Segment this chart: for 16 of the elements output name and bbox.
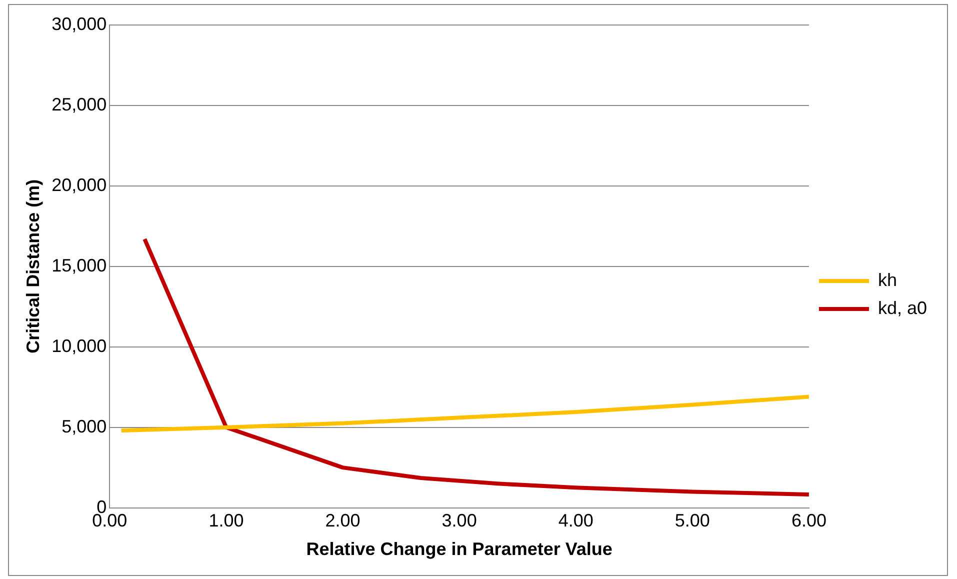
legend-label: kd, a0 [878,298,928,318]
x-tick-label: 6.00 [791,510,826,531]
x-axis-title: Relative Change in Parameter Value [306,539,612,560]
x-tick-label: 2.00 [325,510,360,531]
x-tick-label: 4.00 [558,510,594,531]
legend-label: kh [878,270,897,290]
y-tick-label: 30,000 [52,14,107,34]
y-axis-title: Critical Distance (m) [22,179,43,354]
y-tick-label: 20,000 [52,174,107,195]
x-tick-label: 1.00 [208,510,244,531]
y-tick-label: 15,000 [52,255,107,276]
y-tick-label: 25,000 [52,94,107,114]
y-tick-label: 10,000 [52,336,107,356]
x-tick-label: 5.00 [674,510,710,531]
x-tick-label: 3.00 [442,510,477,531]
y-tick-label: 5,000 [62,416,107,436]
